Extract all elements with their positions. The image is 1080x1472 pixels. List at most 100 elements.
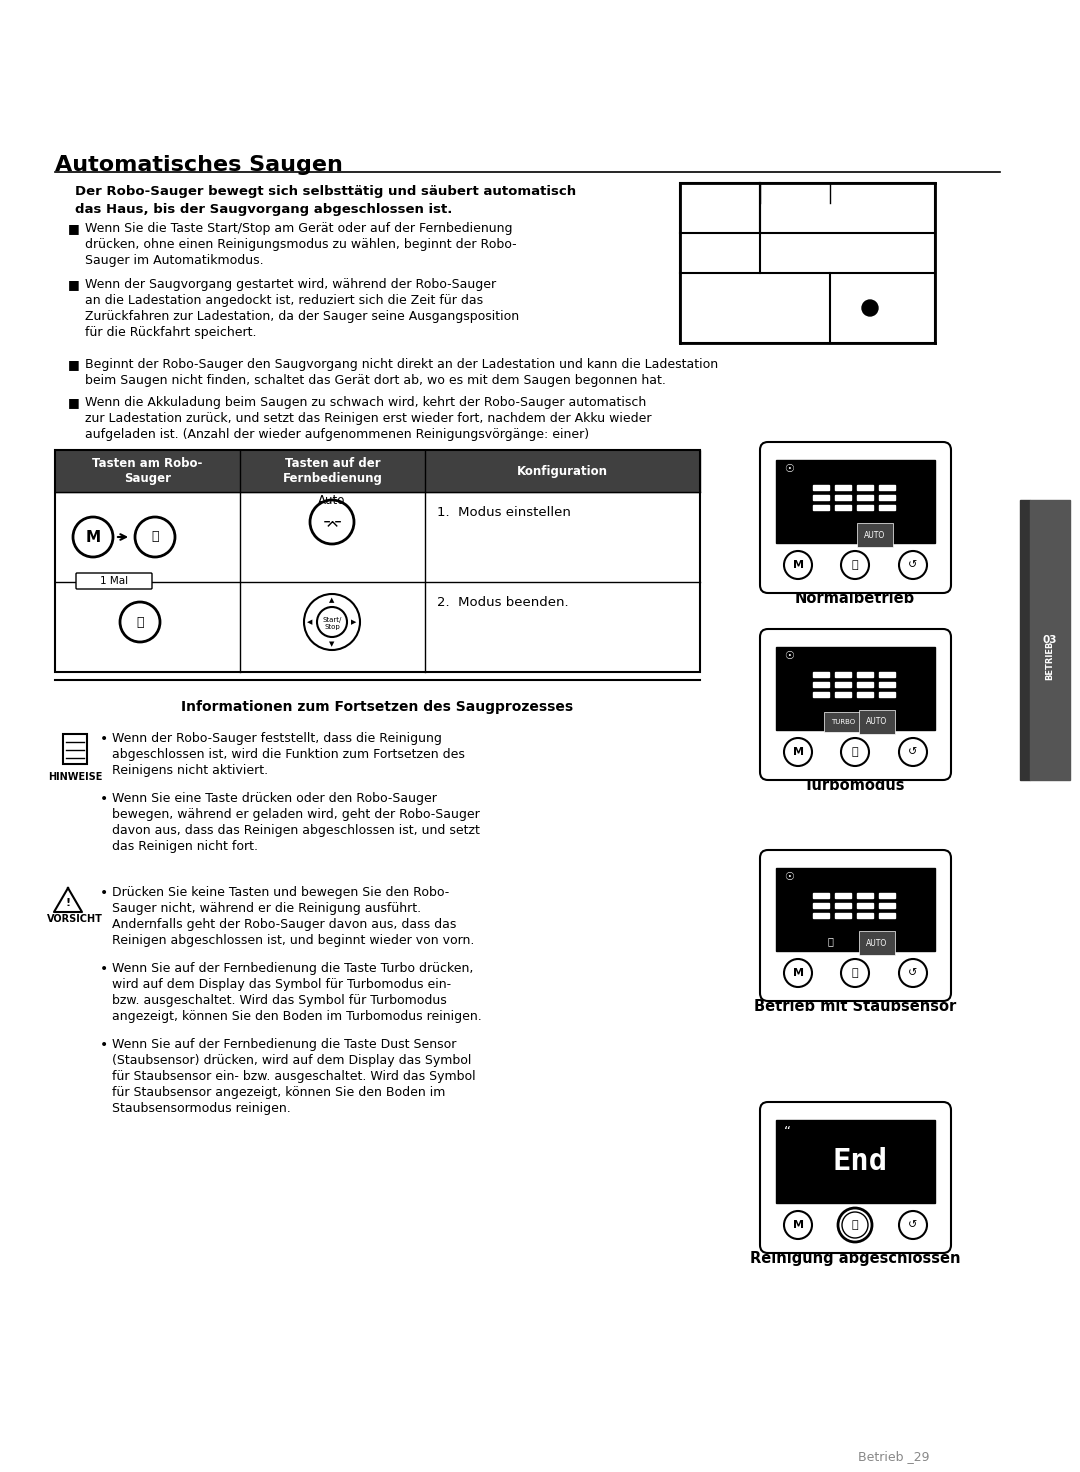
Text: AUTO: AUTO — [866, 939, 888, 948]
Text: abgeschlossen ist, wird die Funktion zum Fortsetzen des: abgeschlossen ist, wird die Funktion zum… — [112, 748, 464, 761]
FancyBboxPatch shape — [760, 442, 951, 593]
Circle shape — [899, 737, 927, 765]
Bar — [879, 682, 895, 687]
Text: Sauger nicht, während er die Reinigung ausführt.: Sauger nicht, während er die Reinigung a… — [112, 902, 421, 916]
Bar — [777, 459, 935, 543]
Text: an die Ladestation angedockt ist, reduziert sich die Zeit für das: an die Ladestation angedockt ist, reduzi… — [85, 294, 483, 308]
Text: M: M — [793, 746, 804, 757]
FancyBboxPatch shape — [760, 849, 951, 1001]
Text: Normalbetrieb: Normalbetrieb — [795, 590, 915, 606]
Text: Betrieb _29: Betrieb _29 — [859, 1450, 930, 1463]
Bar — [813, 484, 829, 490]
Bar — [777, 648, 935, 730]
Text: ⛟: ⛟ — [827, 936, 833, 946]
Bar — [835, 692, 851, 698]
Text: Turbomodus: Turbomodus — [805, 779, 906, 793]
Bar — [858, 894, 873, 898]
Text: Start/: Start/ — [322, 617, 341, 623]
Text: ◀: ◀ — [308, 620, 313, 626]
Circle shape — [73, 517, 113, 556]
Bar — [835, 682, 851, 687]
Bar — [63, 735, 87, 764]
Text: ⏭: ⏭ — [151, 530, 159, 543]
Text: für Staubsensor angezeigt, können Sie den Boden im: für Staubsensor angezeigt, können Sie de… — [112, 1086, 445, 1100]
Text: AUTO: AUTO — [864, 530, 886, 540]
Text: Zurückfahren zur Ladestation, da der Sauger seine Ausgangsposition: Zurückfahren zur Ladestation, da der Sau… — [85, 311, 519, 322]
Text: ↺: ↺ — [908, 969, 918, 977]
Circle shape — [842, 1211, 868, 1238]
Text: Reinigung abgeschlossen: Reinigung abgeschlossen — [750, 1251, 960, 1266]
Bar — [813, 902, 829, 908]
Text: Drücken Sie keine Tasten und bewegen Sie den Robo-: Drücken Sie keine Tasten und bewegen Sie… — [112, 886, 449, 899]
Text: Andernfalls geht der Robo-Sauger davon aus, dass das: Andernfalls geht der Robo-Sauger davon a… — [112, 919, 457, 930]
Text: ■: ■ — [68, 396, 80, 409]
Text: ↺: ↺ — [908, 746, 918, 757]
Bar — [858, 692, 873, 698]
Text: Auto: Auto — [319, 493, 346, 506]
Text: bzw. ausgeschaltet. Wird das Symbol für Turbomodus: bzw. ausgeschaltet. Wird das Symbol für … — [112, 994, 447, 1007]
Bar — [777, 868, 935, 951]
Text: das Reinigen nicht fort.: das Reinigen nicht fort. — [112, 841, 258, 852]
Text: •: • — [100, 963, 108, 976]
Bar — [879, 913, 895, 919]
Bar — [55, 581, 700, 673]
FancyBboxPatch shape — [760, 629, 951, 780]
Bar — [858, 902, 873, 908]
Text: aufgeladen ist. (Anzahl der wieder aufgenommenen Reinigungsvörgänge: einer): aufgeladen ist. (Anzahl der wieder aufge… — [85, 428, 589, 442]
Text: ▲: ▲ — [329, 598, 335, 604]
Text: Stop: Stop — [324, 624, 340, 630]
Text: zur Ladestation zurück, und setzt das Reinigen erst wieder fort, nachdem der Akk: zur Ladestation zurück, und setzt das Re… — [85, 412, 651, 425]
Circle shape — [318, 606, 347, 637]
Text: ■: ■ — [68, 358, 80, 371]
Bar — [879, 894, 895, 898]
Bar — [813, 682, 829, 687]
Bar — [879, 902, 895, 908]
Bar — [813, 505, 829, 509]
Text: ↺: ↺ — [908, 1220, 918, 1231]
Circle shape — [841, 551, 869, 578]
Bar — [835, 484, 851, 490]
Bar — [55, 450, 700, 492]
Text: M: M — [793, 1220, 804, 1231]
Bar — [835, 913, 851, 919]
Text: das Haus, bis der Saugvorgang abgeschlossen ist.: das Haus, bis der Saugvorgang abgeschlos… — [75, 203, 453, 216]
Text: ■: ■ — [68, 222, 80, 236]
Text: TURBO: TURBO — [831, 718, 855, 726]
Bar — [1020, 500, 1030, 780]
Text: Reinigen abgeschlossen ist, und beginnt wieder von vorn.: Reinigen abgeschlossen ist, und beginnt … — [112, 935, 474, 946]
Circle shape — [784, 958, 812, 988]
Bar — [879, 495, 895, 500]
Text: Staubsensormodus reinigen.: Staubsensormodus reinigen. — [112, 1103, 291, 1114]
Text: Wenn Sie auf der Fernbedienung die Taste Dust Sensor: Wenn Sie auf der Fernbedienung die Taste… — [112, 1038, 457, 1051]
Text: •: • — [100, 1038, 108, 1052]
Bar — [813, 673, 829, 677]
Bar — [858, 495, 873, 500]
Circle shape — [841, 958, 869, 988]
Polygon shape — [54, 888, 82, 913]
Text: M: M — [793, 559, 804, 570]
Bar — [835, 505, 851, 509]
Text: bewegen, während er geladen wird, geht der Robo-Sauger: bewegen, während er geladen wird, geht d… — [112, 808, 480, 821]
Circle shape — [784, 1211, 812, 1239]
Bar — [1030, 500, 1070, 780]
Circle shape — [862, 300, 878, 316]
Text: Reinigens nicht aktiviert.: Reinigens nicht aktiviert. — [112, 764, 268, 777]
Circle shape — [838, 1209, 872, 1242]
Circle shape — [899, 551, 927, 578]
Bar — [879, 505, 895, 509]
Bar — [879, 484, 895, 490]
Text: Informationen zum Fortsetzen des Saugprozesses: Informationen zum Fortsetzen des Saugpro… — [181, 701, 573, 714]
Text: ☉: ☉ — [784, 464, 794, 474]
Text: (Staubsensor) drücken, wird auf dem Display das Symbol: (Staubsensor) drücken, wird auf dem Disp… — [112, 1054, 471, 1067]
Bar — [813, 894, 829, 898]
Text: ⌤: ⌤ — [323, 517, 341, 534]
Text: Wenn der Robo-Sauger feststellt, dass die Reinigung: Wenn der Robo-Sauger feststellt, dass di… — [112, 732, 442, 745]
Bar — [858, 913, 873, 919]
Text: VORSICHT: VORSICHT — [48, 914, 103, 924]
Text: HINWEISE: HINWEISE — [48, 771, 103, 782]
Bar — [835, 495, 851, 500]
Text: ☉: ☉ — [784, 871, 794, 882]
Text: angezeigt, können Sie den Boden im Turbomodus reinigen.: angezeigt, können Sie den Boden im Turbo… — [112, 1010, 482, 1023]
Text: 1.  Modus einstellen: 1. Modus einstellen — [437, 506, 571, 520]
Text: für Staubsensor ein- bzw. ausgeschaltet. Wird das Symbol: für Staubsensor ein- bzw. ausgeschaltet.… — [112, 1070, 475, 1083]
